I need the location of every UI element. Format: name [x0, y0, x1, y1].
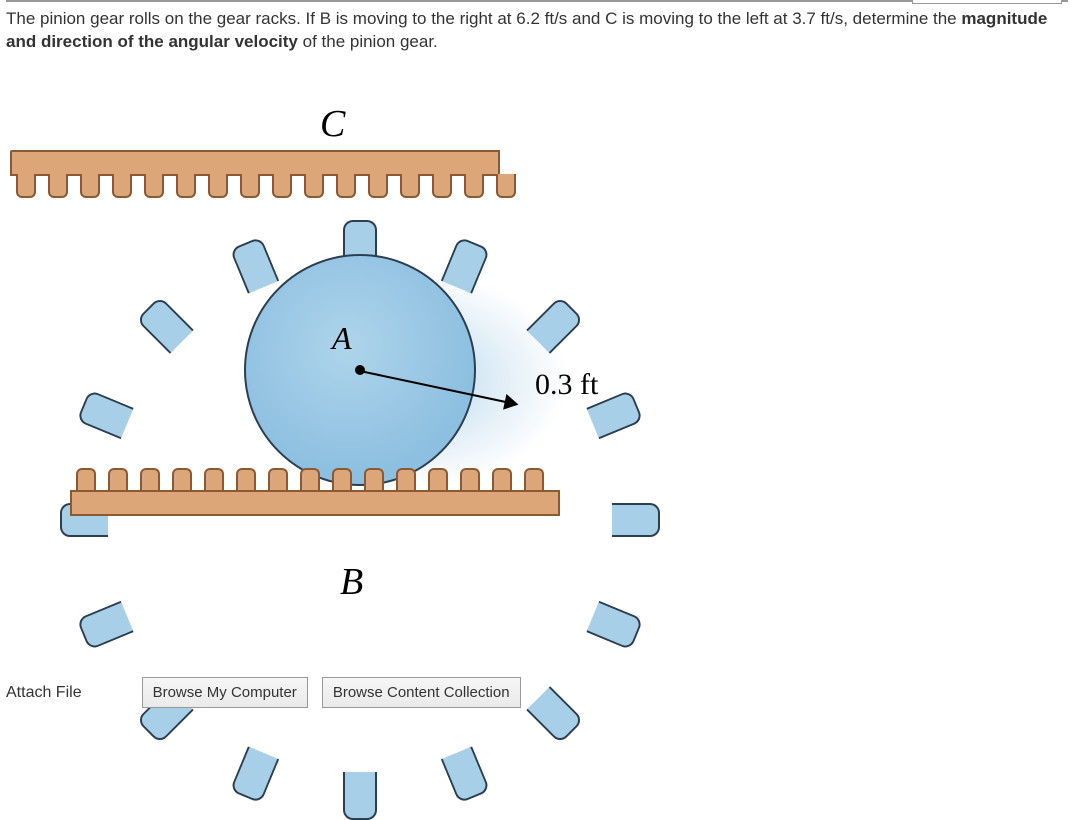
rack-tooth: [422, 466, 454, 492]
rack-tooth: [490, 174, 522, 200]
rack-tooth: [102, 466, 134, 492]
question-text: The pinion gear rolls on the gear racks.…: [6, 8, 1064, 54]
label-c: C: [320, 102, 345, 146]
rack-tooth: [74, 174, 106, 200]
attach-file-label: Attach File: [6, 684, 82, 702]
attach-file-row: Attach File Browse My Computer Browse Co…: [6, 677, 521, 708]
q-pre: The pinion gear rolls on the gear racks.…: [6, 9, 516, 28]
rack-c: [10, 150, 500, 176]
gear-tooth: [612, 503, 660, 537]
rack-tooth: [426, 174, 458, 200]
rack-tooth: [202, 174, 234, 200]
rack-tooth: [454, 466, 486, 492]
gear-tooth: [441, 236, 491, 293]
rack-tooth: [70, 466, 102, 492]
gear-tooth: [586, 601, 643, 651]
browse-content-collection-button[interactable]: Browse Content Collection: [322, 677, 521, 708]
rack-tooth: [134, 466, 166, 492]
gear-tooth: [76, 389, 133, 439]
q-mid1: and C is moving to the left at: [567, 9, 792, 28]
browse-my-computer-button[interactable]: Browse My Computer: [142, 677, 308, 708]
rack-tooth: [166, 466, 198, 492]
figure: C A 0.3 ft B: [10, 120, 650, 630]
rack-tooth: [262, 466, 294, 492]
rack-tooth: [294, 466, 326, 492]
rack-tooth: [330, 174, 362, 200]
rack-c-teeth: [10, 174, 522, 200]
rack-b: [70, 490, 560, 516]
rack-tooth: [486, 466, 518, 492]
rack-tooth: [138, 174, 170, 200]
rack-tooth: [458, 174, 490, 200]
label-radius: 0.3 ft: [535, 368, 598, 402]
rack-tooth: [518, 466, 550, 492]
rack-tooth: [390, 466, 422, 492]
rack-tooth: [394, 174, 426, 200]
q-post: of the pinion gear.: [298, 32, 438, 51]
rack-tooth: [234, 174, 266, 200]
q-vb: 6.2 ft/s: [516, 9, 567, 28]
q-vc: 3.7 ft/s: [792, 9, 843, 28]
gear-tooth: [526, 686, 584, 744]
gear-tooth: [526, 296, 584, 354]
gear-tooth: [229, 746, 279, 803]
gear-tooth: [76, 601, 133, 651]
rack-tooth: [326, 466, 358, 492]
label-b: B: [340, 560, 363, 604]
rack-tooth: [42, 174, 74, 200]
gear-tooth: [343, 772, 377, 820]
label-a: A: [332, 320, 352, 357]
rack-tooth: [266, 174, 298, 200]
rack-tooth: [198, 466, 230, 492]
rack-tooth: [106, 174, 138, 200]
rack-tooth: [362, 174, 394, 200]
gear-tooth: [229, 236, 279, 293]
gear-tooth: [136, 296, 194, 354]
rack-b-teeth: [70, 466, 550, 492]
rack-tooth: [298, 174, 330, 200]
q-mid2: , determine the: [843, 9, 961, 28]
rack-tooth: [170, 174, 202, 200]
top-divider: [6, 0, 1068, 2]
rack-tooth: [230, 466, 262, 492]
rack-tooth: [358, 466, 390, 492]
rack-tooth: [10, 174, 42, 200]
gear-tooth: [441, 746, 491, 803]
corner-input-box: [912, 0, 1062, 4]
